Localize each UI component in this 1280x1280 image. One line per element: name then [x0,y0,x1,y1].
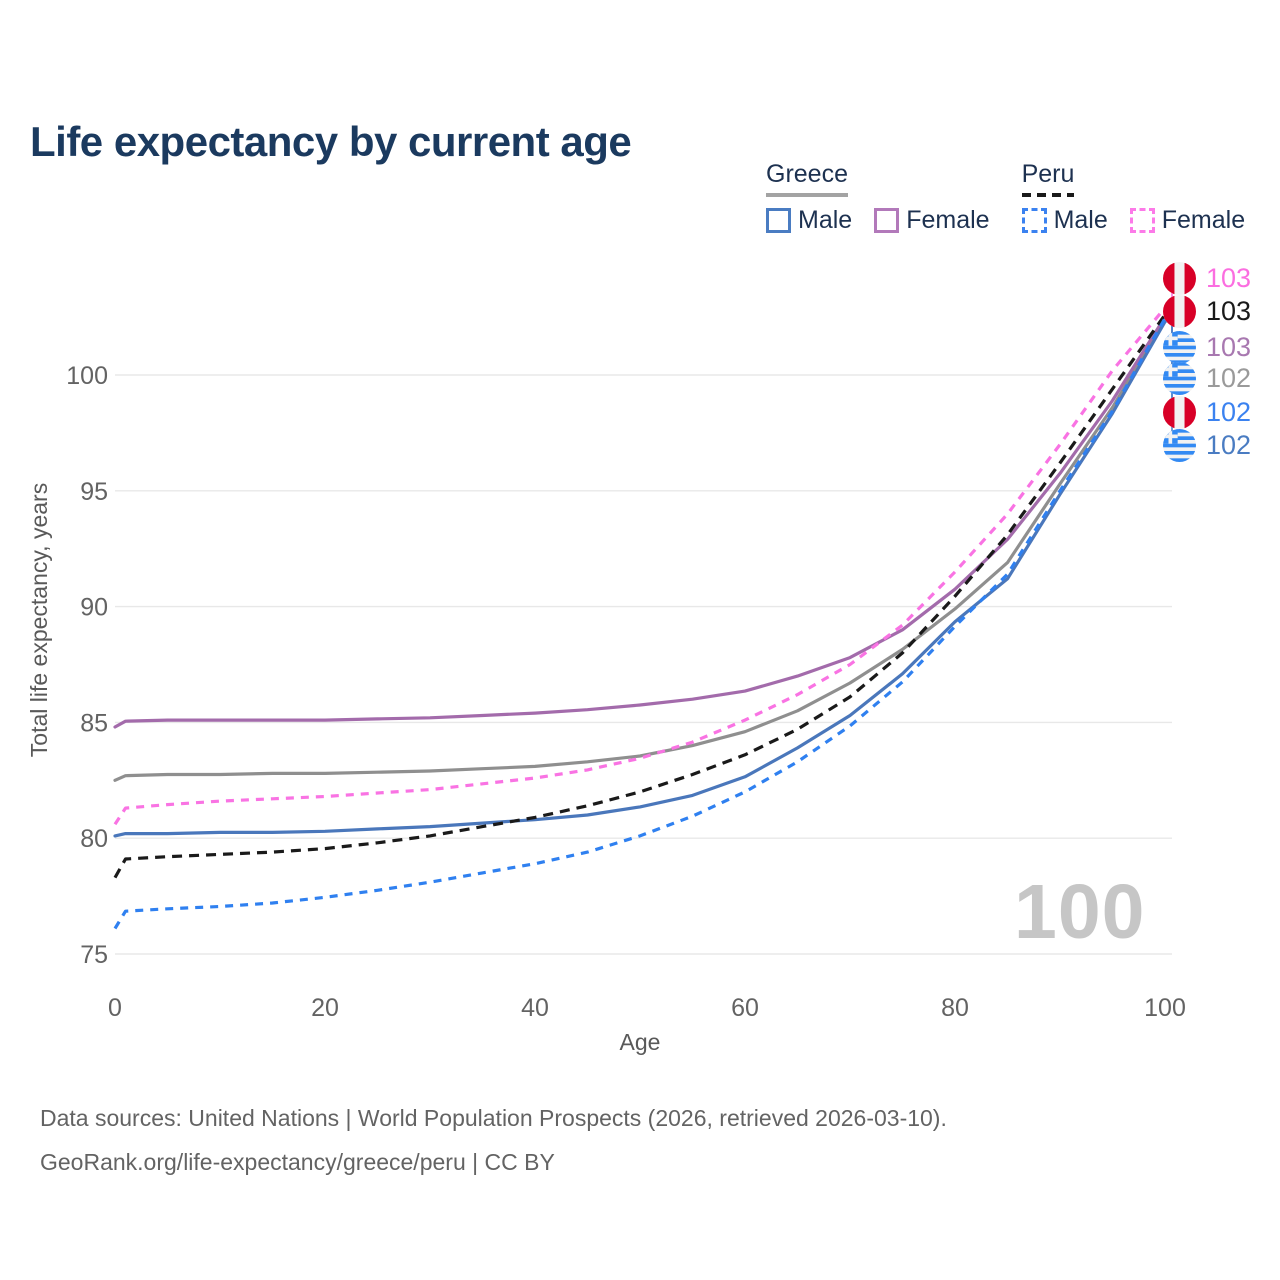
legend-group-title-greece: Greece [766,160,848,197]
x-axis-title: Age [620,1029,661,1055]
greece-flag-icon [1163,361,1196,395]
series-line-greece_male[interactable] [113,320,1167,838]
greece-male-checkbox-icon[interactable] [766,208,791,233]
end-label-peru_total: 103 [1163,294,1251,328]
page-title: Life expectancy by current age [30,118,632,166]
end-label-peru_male: 102 [1163,395,1251,429]
greece-flag-icon [1163,428,1196,462]
legend-item-label: Female [1161,206,1246,234]
y-tick-label-80: 80 [80,825,108,853]
legend-item-peru-female[interactable]: Female [1129,206,1246,235]
end-label-peru_female: 103 [1163,261,1251,295]
end-label-value: 103 [1206,295,1252,326]
legend-item-label: Male [798,206,853,234]
greece-female-checkbox-icon[interactable] [874,208,900,233]
legend-group-greece: Greece Male Female [766,160,990,235]
legend: Greece Male Female Peru [766,160,1245,235]
y-tick-label-100: 100 [66,362,108,390]
y-tick-label-90: 90 [80,594,108,622]
end-label-greece_total: 102 [1163,361,1251,395]
x-tick-label-40: 40 [521,994,549,1022]
end-label-greece_male: 102 [1163,428,1251,462]
end-label-value: 103 [1206,262,1252,293]
greece-flag-icon [1163,330,1196,364]
y-tick-label-75: 75 [80,941,108,969]
legend-item-peru-male[interactable]: Male [1021,206,1108,235]
end-label-value: 102 [1206,362,1252,393]
legend-group-title-peru: Peru [1021,160,1075,197]
peru-male-checkbox-icon[interactable] [1021,208,1047,233]
peru-female-checkbox-icon[interactable] [1129,208,1155,233]
greece-solid-line-swatch [766,193,848,197]
peru-flag-icon [1163,261,1196,295]
legend-item-greece-male[interactable]: Male [766,206,852,235]
legend-item-greece-female[interactable]: Female [874,206,990,235]
series-line-peru_total[interactable] [113,313,1167,879]
peru-flag-icon [1163,294,1196,328]
legend-item-label: Female [906,206,990,234]
peru-flag-icon [1163,395,1196,429]
series-line-greece_female[interactable] [113,315,1167,729]
y-tick-label-85: 85 [80,709,108,737]
legend-group-label: Greece [766,160,848,188]
age-counter-watermark: 100 [1014,869,1146,955]
end-label-value: 103 [1206,331,1252,362]
x-tick-label-0: 0 [108,994,122,1022]
x-tick-label-60: 60 [731,994,759,1022]
footer: Data sources: United Nations | World Pop… [40,1105,947,1193]
x-tick-label-20: 20 [311,994,339,1022]
end-label-value: 102 [1206,396,1252,427]
y-tick-label-95: 95 [80,478,108,506]
end-label-greece_female: 103 [1163,330,1251,364]
legend-items-peru: Male Female [1021,206,1246,235]
legend-item-label: Male [1053,206,1108,234]
attribution-text: GeoRank.org/life-expectancy/greece/peru … [40,1149,555,1175]
legend-group-label: Peru [1021,160,1075,188]
series-line-peru_male[interactable] [113,317,1167,930]
legend-group-peru: Peru Male Female [1021,160,1246,235]
series-line-greece_total[interactable] [113,317,1167,782]
end-label-value: 102 [1206,429,1252,460]
x-tick-label-100: 100 [1144,994,1186,1022]
x-tick-label-80: 80 [941,994,969,1022]
peru-dashed-line-swatch [1021,193,1075,197]
y-axis-title: Total life expectancy, years [26,483,52,757]
series-line-peru_female[interactable] [113,306,1167,826]
data-sources-text: Data sources: United Nations | World Pop… [40,1105,947,1131]
legend-items-greece: Male Female [766,206,990,235]
